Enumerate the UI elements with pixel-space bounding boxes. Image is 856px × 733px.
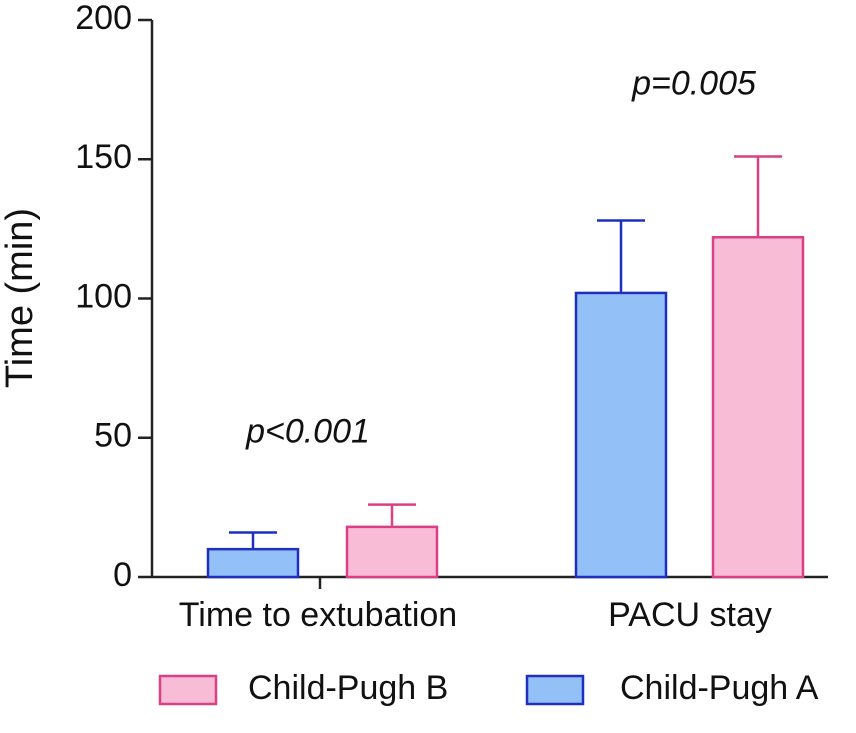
- legend-swatch-child-pugh-a: [525, 674, 585, 706]
- y-tick-label-150: 150: [75, 138, 132, 176]
- bar-child-pugh-a-pacu-stay: [574, 291, 668, 579]
- legend-swatch-child-pugh-b: [158, 674, 218, 706]
- y-tick-label-100: 100: [75, 277, 132, 315]
- bar-child-pugh-b-time-to-extubation: [345, 525, 439, 579]
- y-axis-title: Time (min): [0, 208, 41, 388]
- y-tick-label-200: 200: [75, 0, 132, 37]
- bars-group: [206, 155, 805, 579]
- p-value-annotation-1: p<0.001: [245, 413, 370, 451]
- y-axis-ticks: 0 50 100 150 200: [75, 0, 152, 594]
- legend-label-child-pugh-a: Child-Pugh A: [620, 669, 819, 707]
- legend: Child-Pugh B Child-Pugh A: [158, 669, 819, 707]
- annotations: p<0.001 p=0.005: [245, 64, 756, 450]
- category-labels: Time to extubation PACU stay: [179, 596, 772, 634]
- legend-label-child-pugh-b: Child-Pugh B: [248, 669, 448, 707]
- y-tick-label-0: 0: [113, 556, 132, 594]
- bar-child-pugh-a-time-to-extubation: [206, 547, 300, 579]
- y-tick-label-50: 50: [94, 417, 132, 455]
- x-category-label-pacu-stay: PACU stay: [608, 596, 772, 634]
- p-value-annotation-2: p=0.005: [631, 64, 756, 102]
- bar-child-pugh-b-pacu-stay: [711, 235, 805, 579]
- x-category-label-time-to-extubation: Time to extubation: [179, 596, 457, 634]
